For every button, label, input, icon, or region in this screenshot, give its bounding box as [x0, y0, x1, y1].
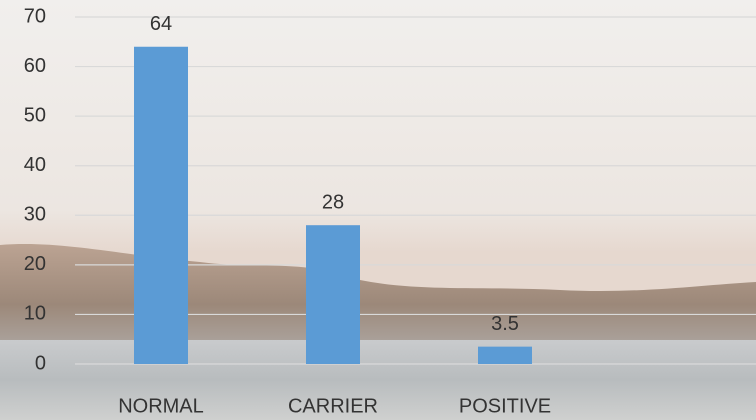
bar: [306, 225, 360, 364]
x-tick-label: NORMAL: [118, 395, 204, 417]
data-label: 64: [150, 13, 172, 35]
y-tick-label: 50: [24, 104, 46, 126]
data-label: 3.5: [491, 313, 519, 335]
y-tick-label: 70: [24, 5, 46, 27]
x-tick-label: POSITIVE: [459, 395, 551, 417]
y-tick-label: 30: [24, 204, 46, 226]
chart: 0 10 20 30 40 50 60 70 NORMAL 64 CARRIER 28 POSITIVE…: [0, 0, 756, 420]
y-tick-label: 20: [24, 253, 46, 275]
y-tick-label: 60: [24, 55, 46, 77]
bar: [478, 347, 532, 364]
bar: [134, 47, 188, 364]
y-tick-label: 40: [24, 154, 46, 176]
background-photo: [0, 0, 756, 420]
y-tick-label: 10: [24, 303, 46, 325]
x-tick-label: CARRIER: [288, 395, 378, 417]
data-label: 28: [322, 191, 344, 213]
y-tick-label: 0: [35, 352, 46, 374]
